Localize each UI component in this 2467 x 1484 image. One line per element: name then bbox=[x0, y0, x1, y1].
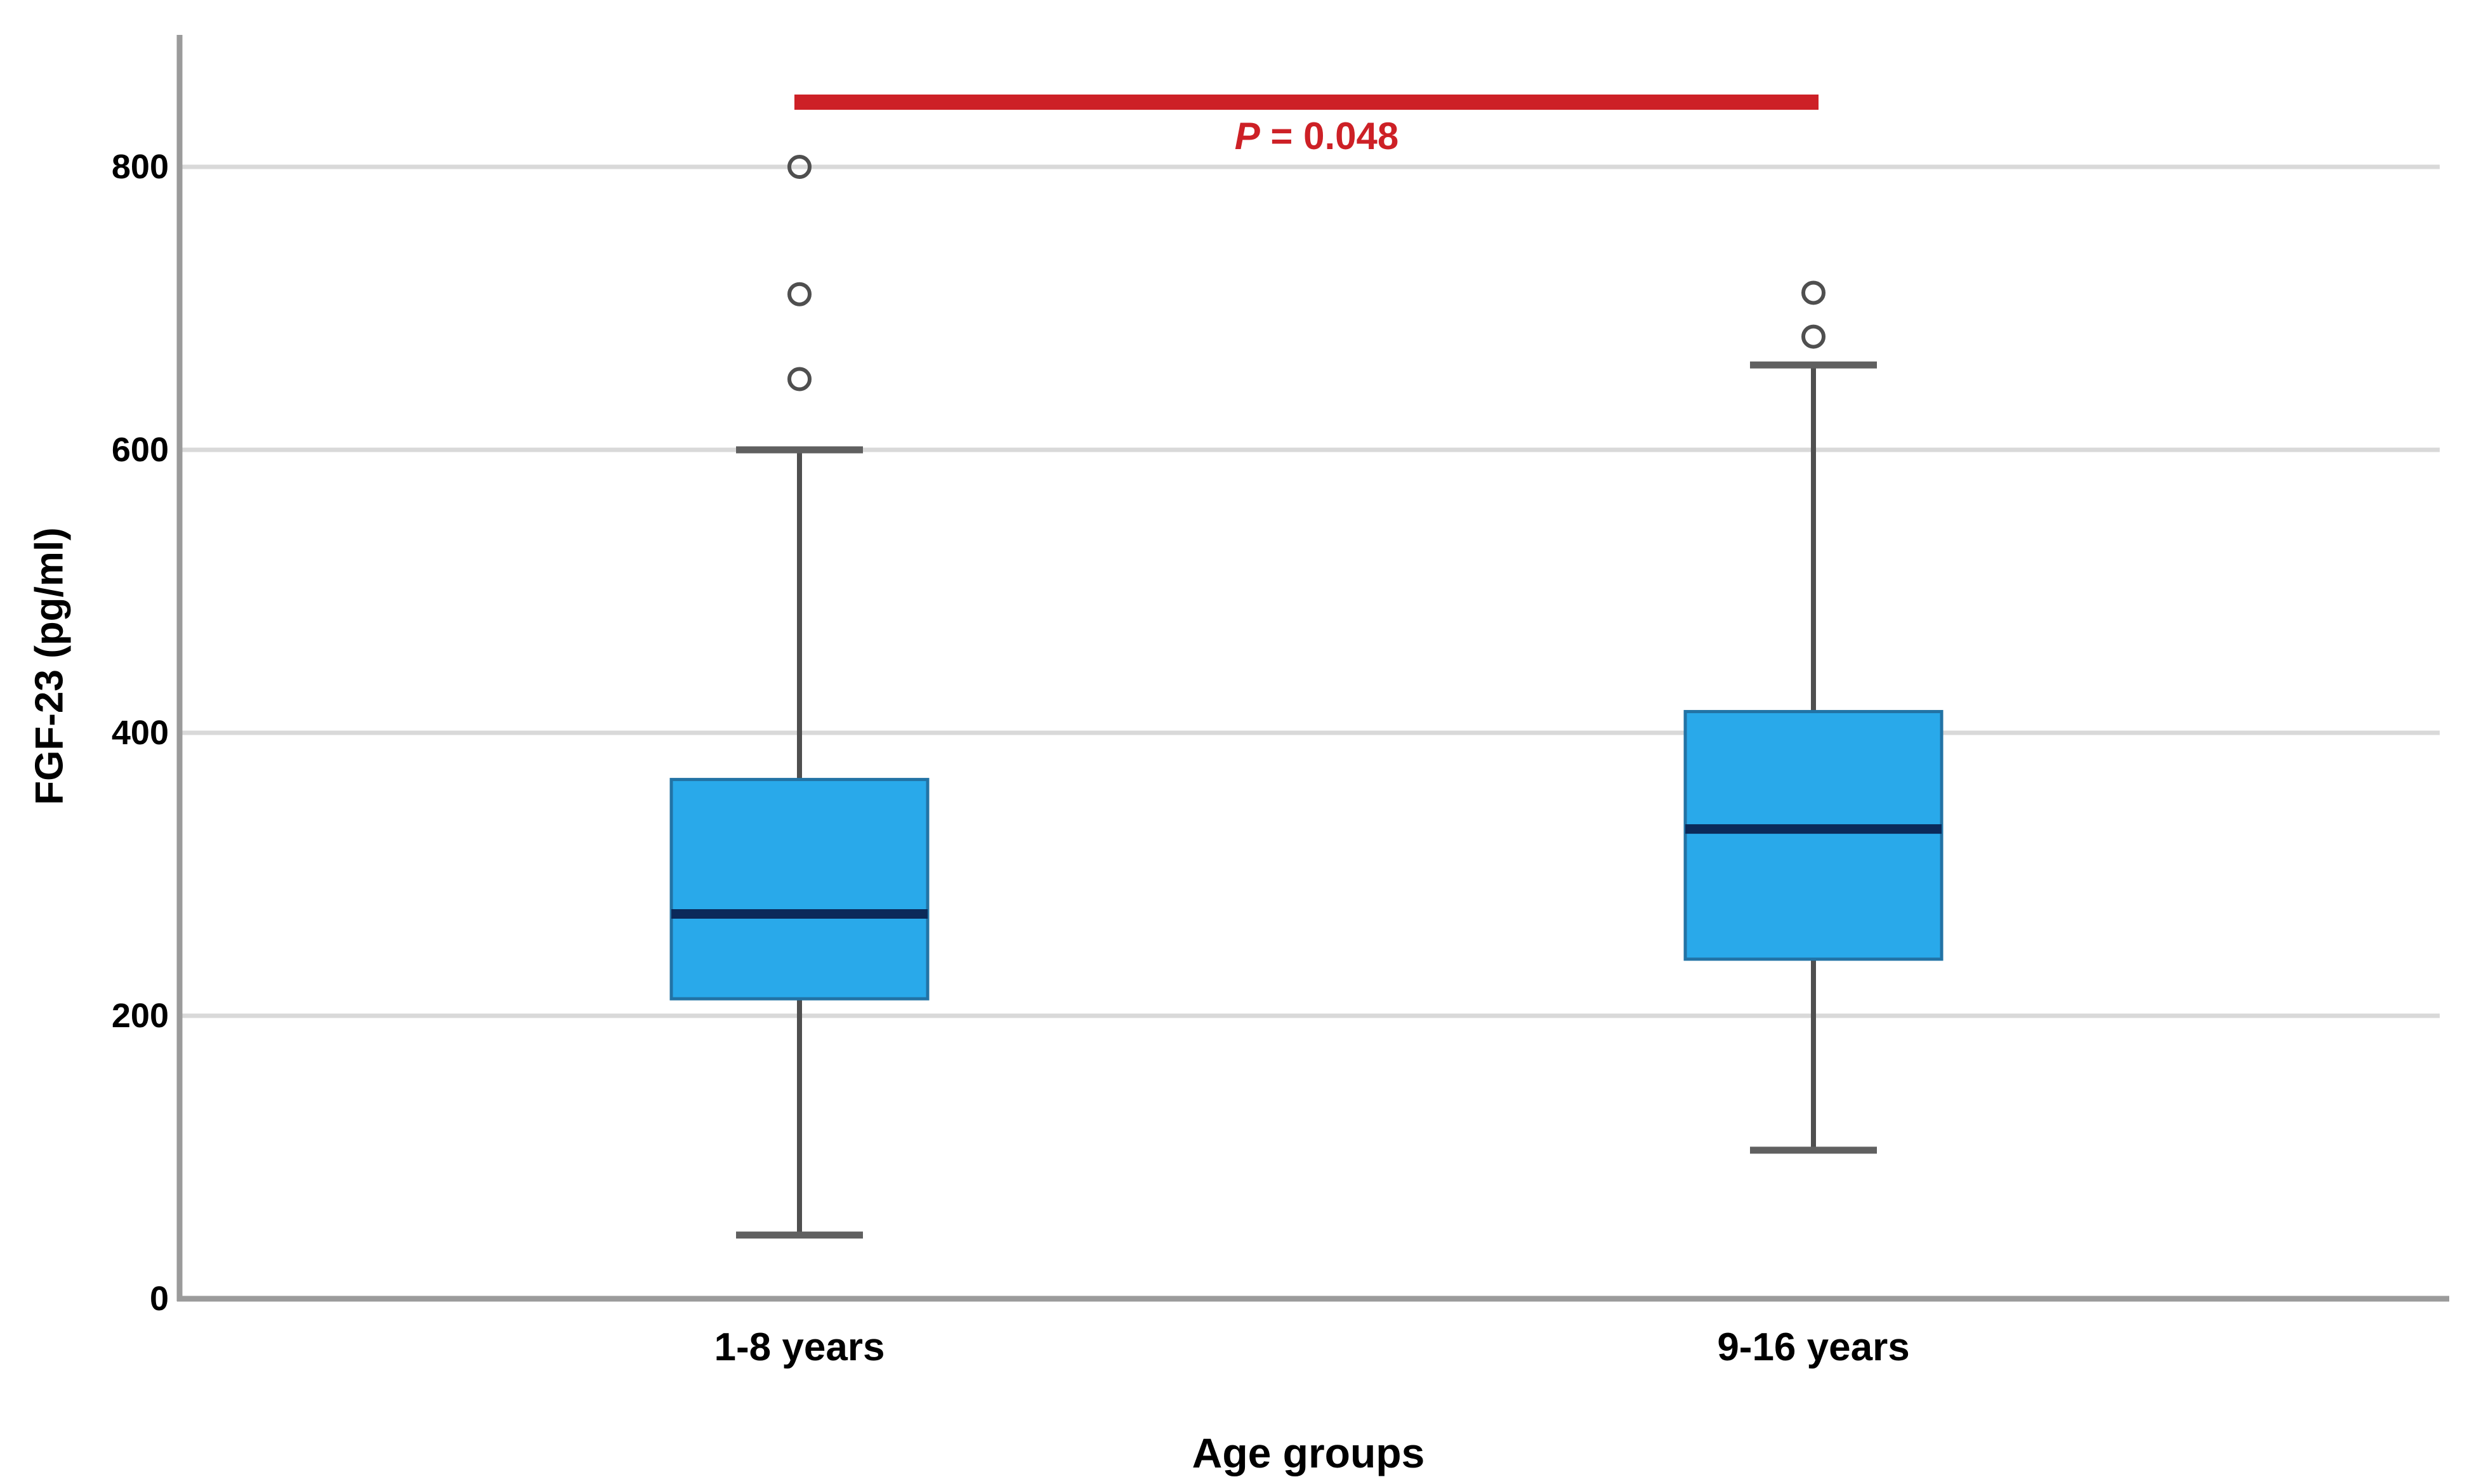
y-tick-label-200: 200 bbox=[111, 997, 169, 1035]
box-9-16-years bbox=[1683, 710, 1944, 961]
outlier-point-1-8-years bbox=[787, 282, 812, 306]
box-1-8-years bbox=[669, 778, 930, 1001]
p-value-text: = 0.048 bbox=[1260, 115, 1399, 157]
y-tick-label-0: 0 bbox=[149, 1280, 169, 1318]
x-axis-title: Age groups bbox=[1192, 1429, 1425, 1476]
y-axis-title: FGF-23 (pg/ml) bbox=[27, 527, 72, 805]
p-symbol: P bbox=[1234, 115, 1260, 157]
y-tick-label-600: 600 bbox=[111, 431, 169, 469]
y-tick-label-400: 400 bbox=[111, 714, 169, 752]
x-tick-label-group1: 1-8 years bbox=[714, 1325, 885, 1369]
outlier-point-9-16-years bbox=[1801, 280, 1826, 305]
outlier-point-1-8-years bbox=[787, 155, 812, 179]
p-value-annotation: P = 0.048 bbox=[1235, 114, 1399, 158]
outlier-point-9-16-years bbox=[1801, 324, 1826, 349]
x-tick-label-group2: 9-16 years bbox=[1717, 1325, 1910, 1369]
outlier-point-1-8-years bbox=[787, 367, 812, 391]
y-tick-label-800: 800 bbox=[111, 148, 169, 186]
